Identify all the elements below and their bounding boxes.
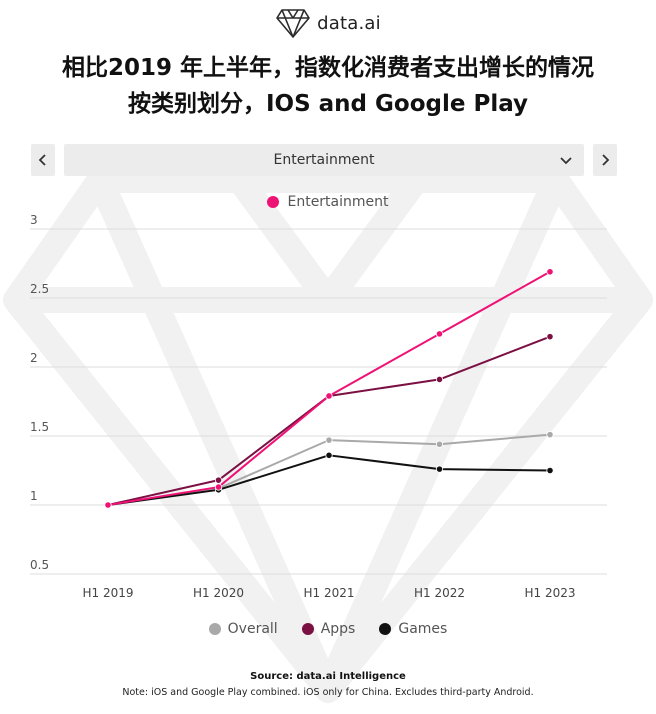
data-point-overall: [435, 440, 444, 448]
y-tick-label: 3: [30, 213, 38, 227]
page-title: 相比2019 年上半年，指数化消费者支出增长的情况 按类别划分，IOS and …: [0, 50, 656, 122]
prev-category-button[interactable]: [31, 144, 55, 176]
data-point-games: [546, 466, 554, 475]
diamond-logo-icon: [276, 9, 310, 38]
data-point-games: [435, 465, 444, 473]
data-point-games: [325, 451, 333, 459]
data-point-entertainment: [104, 501, 112, 509]
data-point-apps: [546, 333, 554, 341]
chevron-left-icon: [38, 154, 46, 166]
y-tick-label: 2: [30, 351, 38, 365]
x-tick-label: H1 2023: [524, 586, 575, 600]
x-tick-label: H1 2019: [82, 586, 133, 600]
series-line-games: [107, 454, 551, 506]
x-tick-label: H1 2021: [303, 586, 354, 600]
data-point-overall: [325, 436, 333, 444]
footnote-text: Note: iOS and Google Play combined. iOS …: [122, 687, 534, 698]
legend-bottom: Overall Apps Games: [0, 619, 656, 639]
data-point-overall: [546, 431, 554, 439]
legend-marker-apps: [301, 623, 314, 635]
brand-logo: data.ai: [0, 6, 656, 40]
data-point-entertainment: [546, 268, 554, 276]
legend-label-games[interactable]: Games: [398, 621, 448, 637]
data-point-apps: [214, 476, 223, 484]
y-tick-label: 1: [30, 489, 38, 503]
chevron-right-icon: [602, 154, 610, 166]
series-line-apps: [107, 335, 551, 506]
data-point-entertainment: [325, 392, 333, 400]
legend-label-entertainment[interactable]: Entertainment: [287, 194, 389, 210]
line-chart: 0.5 1 1.5 2 2.5 3 H1 2019 H1 2020 H1 2021 H1 2022…: [30, 213, 607, 600]
legend-marker-overall: [208, 623, 221, 635]
y-tick-label: 0.5: [30, 558, 49, 572]
legend-label-overall[interactable]: Overall: [227, 621, 278, 637]
category-select[interactable]: Entertainment: [64, 144, 584, 176]
title-line-2: 按类别划分，IOS and Google Play: [127, 91, 529, 117]
data-point-entertainment: [435, 330, 444, 338]
data-point-entertainment: [214, 483, 223, 491]
legend-top: Entertainment: [0, 192, 656, 212]
y-tick-label: 1.5: [30, 420, 49, 434]
next-category-button[interactable]: [593, 144, 617, 176]
legend-marker-games: [379, 623, 392, 635]
chevron-down-icon: [560, 157, 572, 165]
brand-name: data.ai: [317, 12, 381, 34]
data-point-apps: [435, 375, 444, 384]
legend-label-apps[interactable]: Apps: [320, 621, 356, 637]
x-tick-label: H1 2022: [414, 586, 465, 600]
category-select-value: Entertainment: [273, 152, 375, 168]
legend-marker-entertainment: [267, 196, 280, 208]
source-text: Source: data.ai Intelligence: [250, 671, 406, 682]
y-tick-label: 2.5: [30, 282, 49, 296]
title-line-1: 相比2019 年上半年，指数化消费者支出增长的情况: [61, 55, 595, 81]
x-tick-label: H1 2020: [193, 586, 244, 600]
